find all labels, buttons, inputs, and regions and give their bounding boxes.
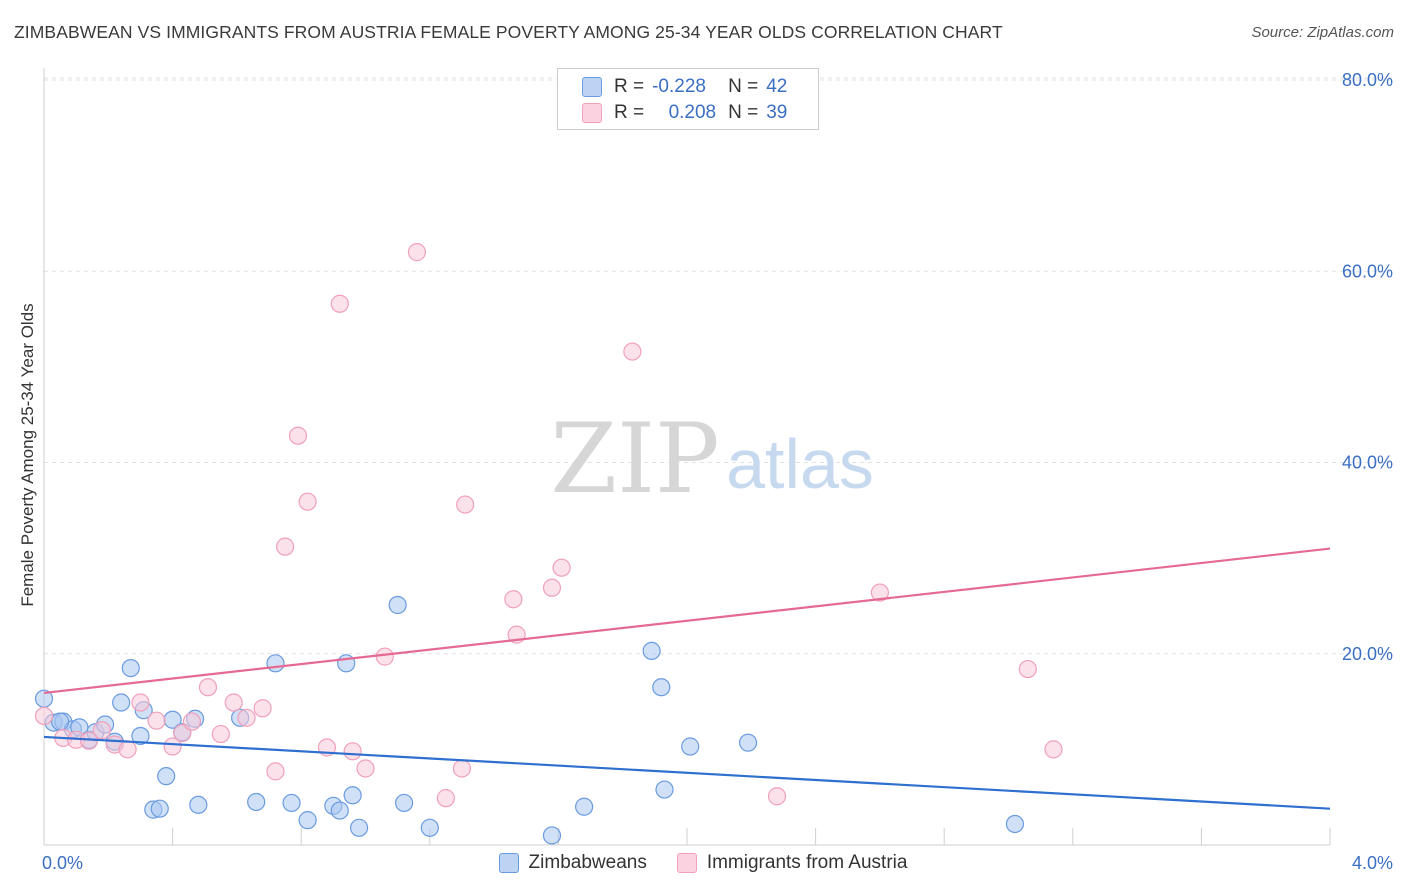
austria-point	[288, 426, 308, 445]
source-credit: Source: ZipAtlas.com	[1251, 24, 1394, 41]
x-tick-label: 4.0%	[1352, 853, 1393, 873]
austria-trend-line	[43, 547, 1331, 695]
legend-label: Immigrants from Austria	[706, 852, 908, 873]
r-label: R =	[614, 102, 645, 123]
austria-point	[552, 558, 571, 577]
austria-point	[92, 721, 111, 740]
zimbabweans-point	[1005, 814, 1025, 834]
austria-point	[542, 578, 562, 597]
zimbabweans-swatch	[498, 853, 519, 873]
legend-label: Zimbabweans	[528, 852, 647, 873]
watermark-atlas: atlas	[726, 425, 874, 503]
austria-point	[163, 737, 182, 756]
austria-point	[330, 294, 349, 313]
r-value: 0.208	[668, 102, 717, 123]
y-tick-label: 20.0%	[1342, 644, 1393, 664]
austria-point	[198, 678, 218, 697]
zimbabweans-point	[112, 693, 131, 712]
austria-point	[870, 583, 890, 602]
zimbabweans-point	[247, 792, 266, 812]
zimbabweans-point	[738, 733, 758, 752]
zimbabweans-point	[121, 658, 140, 678]
austria-point	[131, 693, 150, 712]
austria-point	[407, 243, 427, 262]
chart-title: ZIMBABWEAN VS IMMIGRANTS FROM AUSTRIA FE…	[14, 22, 1003, 42]
stats-row-austria: R = 0.208 N = 39	[582, 101, 787, 125]
zimbabweans-point	[266, 654, 285, 673]
zimbabweans-swatch	[582, 77, 602, 97]
zimbabweans-point	[131, 726, 150, 746]
austria-point	[504, 590, 523, 609]
watermark-zip: ZIP	[550, 403, 719, 515]
zimbabweans-point	[349, 818, 369, 837]
y-tick-label: 60.0%	[1342, 261, 1393, 281]
legend-item-austria: Immigrants from Austria	[676, 852, 908, 874]
austria-point	[182, 712, 201, 731]
austria-swatch	[676, 853, 697, 873]
austria-point	[452, 759, 472, 778]
n-label: N =	[728, 102, 759, 123]
zimbabweans-point	[542, 826, 562, 845]
series-legend: Zimbabweans Immigrants from Austria	[0, 852, 1406, 874]
austria-point	[34, 706, 54, 726]
zimbabweans-point	[50, 712, 70, 731]
austria-point	[356, 759, 375, 778]
austria-point	[298, 492, 317, 511]
y-tick-label: 40.0%	[1342, 453, 1393, 473]
austria-point	[623, 342, 642, 361]
austria-point	[253, 699, 272, 718]
austria-point	[436, 789, 455, 808]
austria-swatch	[582, 103, 602, 123]
data-points	[34, 243, 1063, 845]
stats-row-zimbabweans: R = -0.228 N = 42	[582, 75, 787, 99]
y-tick-label: 80.0%	[1342, 70, 1393, 90]
zimbabweans-point	[394, 793, 414, 813]
zimbabweans-point	[655, 780, 674, 799]
tick-labels: 20.0% 40.0% 60.0% 80.0% 0.0% 4.0%	[42, 70, 1393, 873]
zimbabweans-point	[343, 786, 362, 805]
austria-point	[767, 787, 787, 806]
austria-point	[266, 762, 285, 781]
trend-lines	[43, 547, 1331, 810]
n-value: 42	[766, 76, 788, 97]
zimbabweans-point	[681, 737, 700, 756]
grid-lines	[44, 77, 1392, 655]
austria-point	[375, 647, 394, 666]
austria-point	[343, 742, 362, 761]
austria-point	[118, 740, 137, 759]
austria-point	[237, 708, 256, 727]
zimbabweans-point	[420, 818, 439, 837]
austria-point	[1044, 740, 1063, 759]
n-label: N =	[728, 76, 759, 97]
zimbabweans-point	[157, 767, 176, 786]
x-tick-label: 0.0%	[42, 853, 83, 873]
zimbabweans-point	[642, 641, 661, 660]
zimbabweans-point	[652, 678, 671, 697]
austria-point	[147, 711, 166, 730]
austria-point	[224, 693, 243, 712]
r-label: R =	[614, 76, 645, 97]
zimbabweans-point	[575, 797, 594, 816]
zimbabweans-trend-line	[43, 735, 1331, 810]
zimbabweans-point	[150, 799, 169, 818]
austria-point	[211, 724, 230, 744]
zimbabweans-point	[189, 795, 208, 814]
zimbabweans-point	[298, 811, 317, 830]
zimbabweans-point	[330, 801, 349, 820]
zimbabweans-point	[282, 793, 301, 813]
zimbabweans-point	[388, 595, 407, 615]
n-value: 39	[766, 102, 788, 123]
austria-point	[1018, 659, 1037, 679]
r-value: -0.228	[652, 76, 706, 97]
legend-item-zimbabweans: Zimbabweans	[498, 852, 647, 874]
austria-point	[456, 495, 475, 514]
austria-point	[276, 537, 295, 556]
stats-legend: R = -0.228 N = 42 R = 0.208 N = 39	[557, 68, 819, 130]
